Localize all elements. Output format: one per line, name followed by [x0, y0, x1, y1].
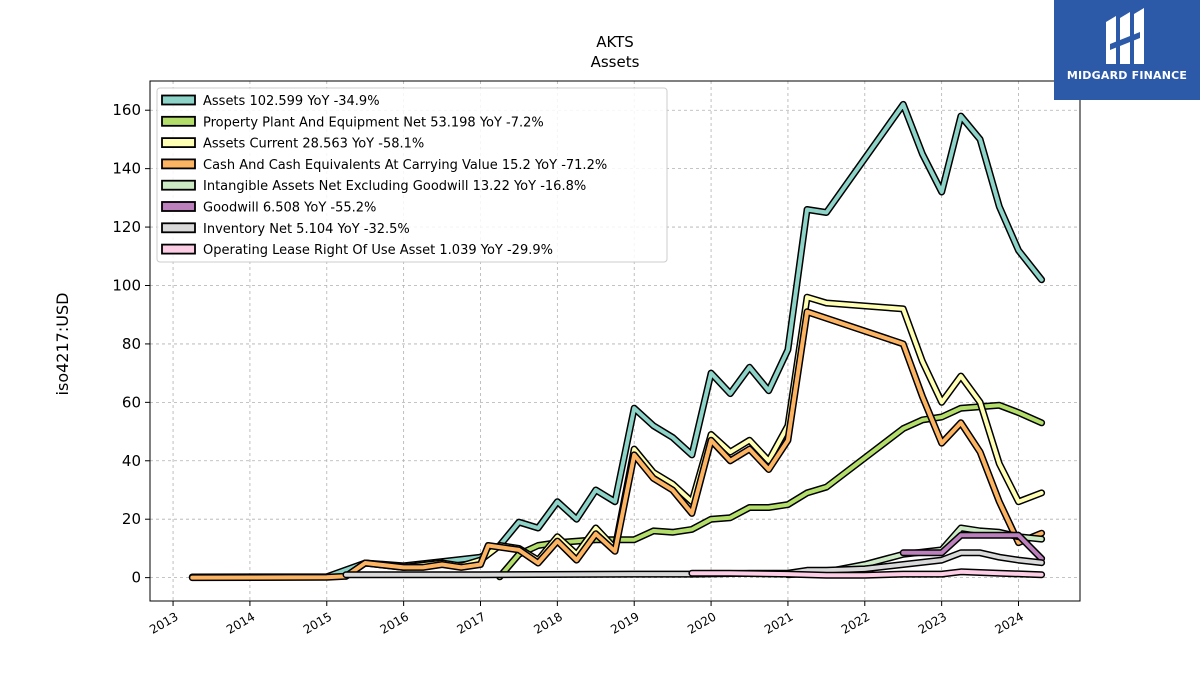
legend-box	[156, 87, 668, 263]
y-tick-label: 60	[122, 393, 141, 411]
chart-subtitle: Assets	[591, 53, 640, 71]
x-tick-label: 2018	[531, 609, 564, 636]
y-ticks: 0 20 40 60 80 100 120 140 160	[112, 101, 150, 587]
legend-swatch	[161, 158, 196, 170]
legend-swatch	[161, 115, 196, 127]
legend-label: Cash And Cash Equivalents At Carrying Va…	[203, 158, 607, 173]
legend-label: Operating Lease Right Of Use Asset 1.039…	[203, 243, 553, 258]
legend-swatch	[161, 243, 196, 255]
x-tick-label: 2020	[685, 609, 718, 636]
legend-label: Goodwill 6.508 YoY -55.2%	[203, 201, 376, 216]
series-line	[689, 569, 1044, 578]
series-line	[190, 309, 1044, 580]
legend-swatch	[161, 201, 196, 212]
x-tick-label: 2016	[378, 609, 411, 636]
legend-swatch	[161, 222, 196, 234]
x-tick-label: 2017	[455, 609, 488, 636]
y-tick-label: 40	[122, 452, 141, 470]
legend-label: Assets Current 28.563 YoY -58.1%	[203, 137, 424, 152]
series-line	[344, 550, 1044, 577]
brand-name: MIDGARD FINANCE	[1066, 69, 1188, 82]
y-tick-label: 20	[122, 510, 141, 528]
x-tick-label: 2013	[147, 609, 180, 636]
legend-swatch	[161, 94, 196, 106]
y-tick-label: 120	[112, 218, 141, 236]
chart-title: AKTS	[596, 33, 634, 51]
legend-swatch	[161, 137, 196, 149]
x-tick-label: 2021	[762, 609, 795, 636]
brand-mark-icon	[1106, 8, 1144, 64]
series-6	[899, 531, 1046, 563]
legend-swatch	[161, 179, 196, 191]
y-tick-label: 80	[122, 335, 141, 353]
y-tick-label: 0	[131, 569, 141, 587]
legend: Assets 102.599 YoY -34.9% Property Plant …	[156, 87, 668, 263]
legend-label: Assets 102.599 YoY -34.9%	[203, 94, 380, 109]
series-8	[688, 568, 1046, 579]
legend-label: Inventory Net 5.104 YoY -32.5%	[203, 222, 410, 237]
legend-label: Intangible Assets Net Excluding Goodwill…	[203, 179, 586, 194]
x-tick-label: 2014	[224, 609, 257, 636]
legend-label: Property Plant And Equipment Net 53.198 …	[203, 115, 544, 130]
x-tick-label: 2024	[993, 609, 1026, 636]
brand-logo: MIDGARD FINANCE	[1054, 0, 1200, 100]
series-7	[342, 549, 1046, 579]
y-tick-label: 140	[112, 160, 141, 178]
x-tick-label: 2023	[916, 609, 949, 636]
x-tick-label: 2022	[839, 609, 872, 636]
x-tick-label: 2019	[608, 609, 641, 636]
series-layer	[188, 100, 1046, 582]
y-tick-label: 100	[112, 276, 141, 294]
x-tick-label: 2015	[301, 609, 334, 636]
x-ticks: 2013 2014 2015 2016 2017 2018 2019 2020 2021 2022…	[147, 601, 1026, 637]
series-line	[901, 533, 1044, 561]
plot-frame	[149, 80, 1081, 602]
y-tick-label: 160	[112, 101, 141, 119]
series-4	[188, 308, 1046, 582]
y-axis-label: iso4217:USD	[53, 293, 72, 396]
